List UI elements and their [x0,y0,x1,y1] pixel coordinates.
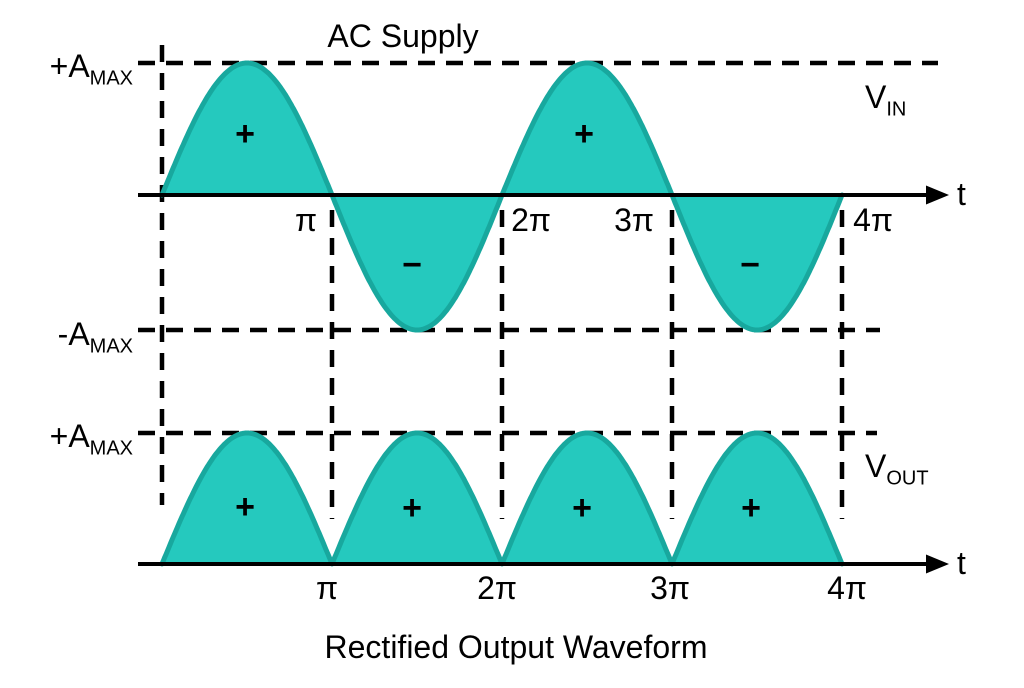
minus-sign-vin-lobe4: − [740,246,760,284]
time-axis-label-bottom: t [957,545,966,581]
amax-positive-label-bottom-sub: MAX [89,437,133,460]
tick-2pi-top: 2π [511,202,551,238]
top-graph-title: AC Supply [327,18,479,54]
plus-sign-vout-lobe4: + [741,489,761,527]
amax-negative-label: -AMAX [58,318,133,356]
vout-label-main: V [865,448,887,484]
vin-label-sub: IN [886,98,907,121]
amax-negative-label-sub: MAX [89,335,133,358]
amax-positive-label-top-sub: MAX [89,67,133,90]
bottom-graph-title: Rectified Output Waveform [324,629,708,665]
time-axis-bottom-arrowhead [926,554,949,574]
amax-negative-label-main: -A [57,316,90,352]
tick-4pi-top: 4π [853,202,893,238]
tick-4pi-bottom: 4π [827,570,867,606]
vout-wave-fill [162,433,842,564]
vout-label-sub: OUT [886,467,929,490]
tick-pi-top: π [294,202,318,238]
vin-label: VIN [865,81,906,119]
vin-label-main: V [865,79,887,115]
tick-3pi-top: 3π [614,202,654,238]
plus-sign-vout-lobe1: + [235,488,255,526]
time-axes [138,185,949,574]
plus-sign-vin-lobe1: + [235,115,255,153]
plus-sign-vout-lobe2: + [402,489,422,527]
time-axis-top-arrowhead [926,185,949,205]
amax-positive-label-bottom: +AMAX [50,420,133,458]
amax-positive-label-bottom-main: +A [49,418,90,454]
tick-pi-bottom: π [315,570,339,606]
plus-sign-vin-lobe3: + [574,115,594,153]
time-axis-label-top: t [957,176,966,212]
vout-label: VOUT [865,450,929,488]
minus-sign-vin-lobe2: − [402,246,422,284]
amax-positive-label-top-main: +A [49,48,90,84]
tick-3pi-bottom: 3π [650,570,690,606]
plus-sign-vout-lobe3: + [572,489,592,527]
tick-2pi-bottom: 2π [477,570,517,606]
amax-positive-label-top: +AMAX [50,50,133,88]
